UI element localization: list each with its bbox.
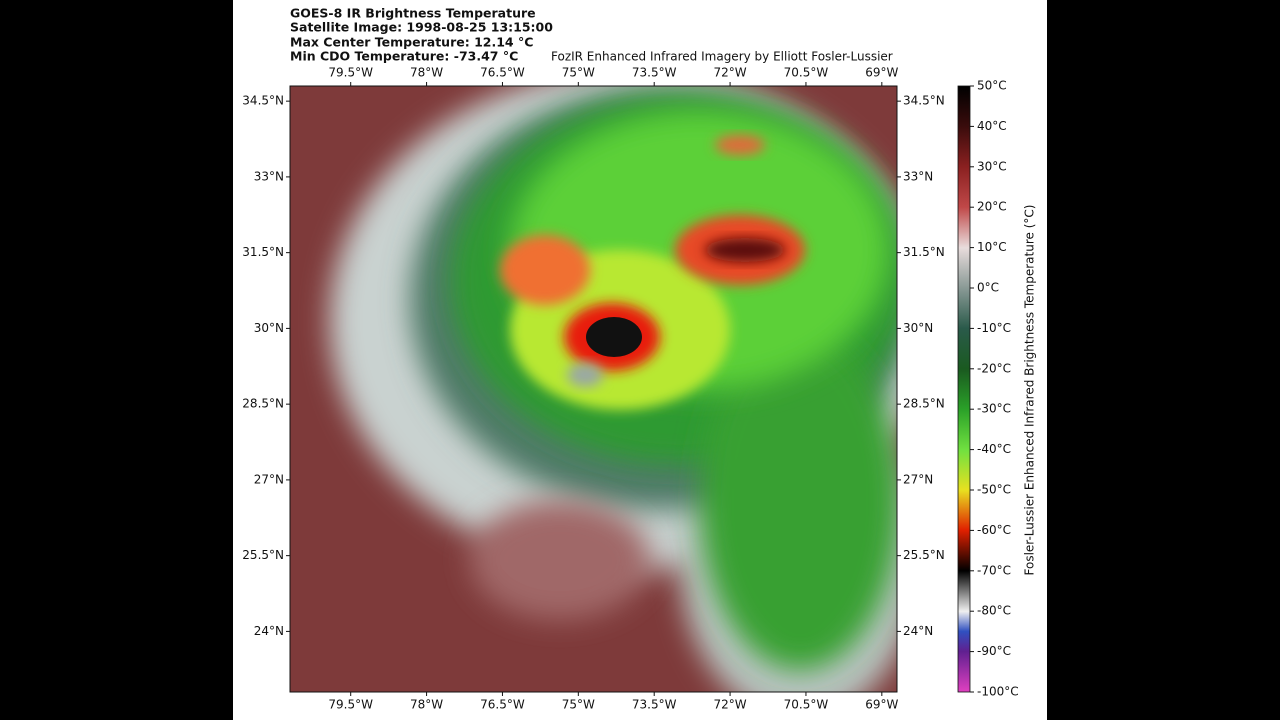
lon-label: 73.5°W xyxy=(632,698,677,712)
colorbar-tick-label: 30°C xyxy=(977,159,1007,173)
colorbar-tick-label: 50°C xyxy=(977,79,1007,93)
lon-label: 75°W xyxy=(562,66,595,80)
lon-label: 75°W xyxy=(562,698,595,712)
header: GOES-8 IR Brightness Temperature Satelli… xyxy=(290,6,893,64)
colorbar xyxy=(957,85,971,693)
colorbar-label: Fosler-Lussier Enhanced Infrared Brightn… xyxy=(1023,205,1037,576)
title-line: Min CDO Temperature: -73.47 °C xyxy=(290,49,518,64)
satellite-image xyxy=(290,86,897,692)
lon-label: 70.5°W xyxy=(784,698,829,712)
lat-label: 25.5°N xyxy=(903,548,945,562)
lat-label: 24°N xyxy=(254,624,284,638)
colorbar-tick-label: -90°C xyxy=(977,644,1011,658)
lat-label: 34.5°N xyxy=(242,94,284,108)
colorbar-tick-label: -50°C xyxy=(977,483,1011,497)
map-frame xyxy=(289,85,898,693)
lon-label: 76.5°W xyxy=(480,698,525,712)
lon-label: 72°W xyxy=(714,66,747,80)
lat-label: 30°N xyxy=(254,321,284,335)
title-line: Max Center Temperature: 12.14 °C xyxy=(290,35,533,50)
lat-label: 33°N xyxy=(254,169,284,183)
credit: FozIR Enhanced Infrared Imagery by Ellio… xyxy=(551,50,893,64)
colorbar-tick-label: -70°C xyxy=(977,563,1011,577)
colorbar-tick-label: 10°C xyxy=(977,240,1007,254)
colorbar-tick-label: 0°C xyxy=(977,281,999,295)
lat-label: 24°N xyxy=(903,624,933,638)
colorbar-tick-label: -40°C xyxy=(977,442,1011,456)
title-line: Satellite Image: 1998-08-25 13:15:00 xyxy=(290,20,553,35)
colorbar-tick-label: -20°C xyxy=(977,361,1011,375)
lon-label: 73.5°W xyxy=(632,66,677,80)
lat-label: 25.5°N xyxy=(242,548,284,562)
lat-label: 31.5°N xyxy=(903,245,945,259)
lon-label: 69°W xyxy=(865,66,898,80)
colorbar-tick-label: -60°C xyxy=(977,523,1011,537)
lon-label: 79.5°W xyxy=(328,66,373,80)
lat-label: 34.5°N xyxy=(903,94,945,108)
colorbar-tick-label: -30°C xyxy=(977,402,1011,416)
lat-label: 28.5°N xyxy=(903,397,945,411)
lon-label: 78°W xyxy=(410,698,443,712)
colorbar-tick-label: -10°C xyxy=(977,321,1011,335)
colorbar-tick-label: 20°C xyxy=(977,200,1007,214)
colorbar-tick-label: -80°C xyxy=(977,604,1011,618)
lon-label: 69°W xyxy=(865,698,898,712)
colorbar-tick-label: 40°C xyxy=(977,119,1007,133)
lat-label: 31.5°N xyxy=(242,245,284,259)
colorbar-tick-label: -100°C xyxy=(977,685,1019,699)
lat-label: 30°N xyxy=(903,321,933,335)
lat-label: 27°N xyxy=(903,472,933,486)
lat-label: 28.5°N xyxy=(242,397,284,411)
lat-label: 27°N xyxy=(254,472,284,486)
lon-label: 78°W xyxy=(410,66,443,80)
title-line: GOES-8 IR Brightness Temperature xyxy=(290,6,536,21)
lon-label: 76.5°W xyxy=(480,66,525,80)
lon-label: 70.5°W xyxy=(784,66,829,80)
lon-label: 79.5°W xyxy=(328,698,373,712)
lon-label: 72°W xyxy=(714,698,747,712)
lat-label: 33°N xyxy=(903,169,933,183)
